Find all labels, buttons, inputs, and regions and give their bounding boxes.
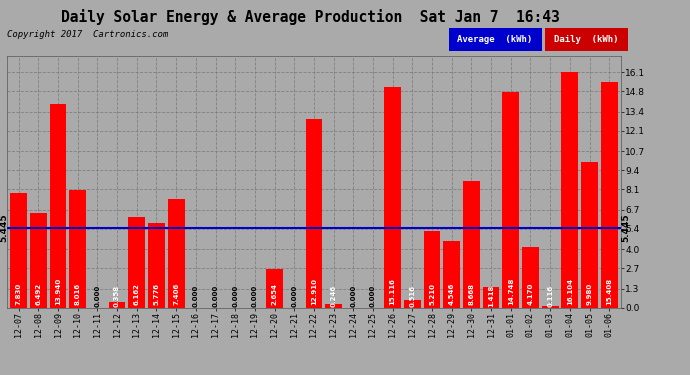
Text: 6.162: 6.162	[134, 284, 140, 305]
Text: 5.776: 5.776	[153, 283, 159, 305]
Text: 4.170: 4.170	[527, 283, 533, 305]
Text: 0.116: 0.116	[547, 285, 553, 307]
Bar	[109, 302, 126, 307]
Text: 0.000: 0.000	[95, 285, 101, 307]
Text: 0.000: 0.000	[193, 285, 199, 307]
Bar	[581, 162, 598, 308]
Text: 0.246: 0.246	[331, 285, 337, 307]
Bar	[502, 92, 519, 308]
Text: 2.654: 2.654	[272, 283, 277, 305]
Text: 0.000: 0.000	[252, 285, 258, 307]
Text: 15.116: 15.116	[390, 278, 395, 305]
Text: Daily  (kWh): Daily (kWh)	[554, 35, 619, 44]
Bar	[463, 181, 480, 308]
Text: Daily Solar Energy & Average Production  Sat Jan 7  16:43: Daily Solar Energy & Average Production …	[61, 9, 560, 26]
Text: 5.445: 5.445	[0, 214, 8, 242]
Text: 13.940: 13.940	[55, 278, 61, 305]
Bar	[444, 241, 460, 308]
Bar	[70, 190, 86, 308]
Bar	[562, 72, 578, 308]
Text: 12.910: 12.910	[311, 278, 317, 305]
Bar	[10, 193, 27, 308]
Bar	[306, 119, 322, 308]
Bar	[266, 269, 283, 308]
Text: 0.000: 0.000	[233, 285, 238, 307]
Text: 16.104: 16.104	[566, 278, 573, 305]
Text: 14.748: 14.748	[508, 278, 514, 305]
Bar	[168, 200, 184, 308]
Text: 5.445: 5.445	[621, 214, 630, 242]
Bar	[404, 300, 421, 307]
Bar	[384, 87, 401, 308]
Text: 4.546: 4.546	[448, 283, 455, 305]
Text: 7.406: 7.406	[173, 283, 179, 305]
Bar	[148, 223, 165, 308]
Bar	[483, 287, 500, 308]
Text: 0.000: 0.000	[370, 285, 376, 307]
Bar	[424, 231, 440, 308]
Text: 0.000: 0.000	[291, 285, 297, 307]
Text: 7.830: 7.830	[16, 283, 21, 305]
Text: 15.408: 15.408	[607, 278, 612, 305]
Text: 1.418: 1.418	[488, 284, 494, 307]
Text: 0.000: 0.000	[351, 285, 356, 307]
Bar	[542, 306, 558, 308]
Bar	[601, 82, 618, 308]
Bar	[325, 304, 342, 307]
Bar	[50, 104, 66, 308]
Text: 0.516: 0.516	[409, 285, 415, 307]
Text: 6.492: 6.492	[35, 283, 41, 305]
Text: Copyright 2017  Cartronics.com: Copyright 2017 Cartronics.com	[7, 30, 168, 39]
Text: 0.358: 0.358	[114, 285, 120, 307]
Text: 5.210: 5.210	[429, 283, 435, 305]
Text: Average  (kWh): Average (kWh)	[457, 35, 533, 44]
Text: 8.016: 8.016	[75, 283, 81, 305]
Bar	[128, 217, 145, 308]
Text: 9.980: 9.980	[586, 283, 593, 305]
Bar	[522, 247, 539, 308]
Text: 0.000: 0.000	[213, 285, 219, 307]
Bar	[30, 213, 47, 308]
Text: 8.668: 8.668	[469, 283, 475, 305]
